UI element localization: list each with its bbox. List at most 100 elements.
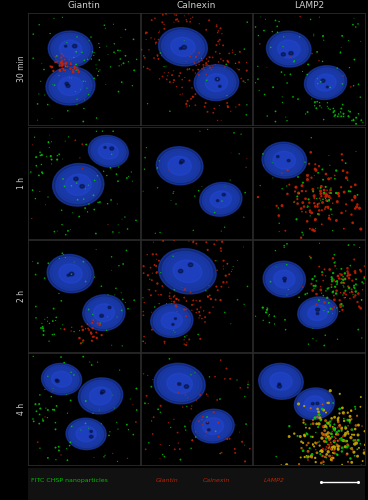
Point (62, 137, 68, 145)
Point (342, 442, 348, 450)
Point (303, 208, 309, 216)
Point (327, 418, 333, 426)
Point (357, 244, 362, 252)
Point (204, 390, 210, 398)
Point (58, 353, 64, 361)
Ellipse shape (171, 158, 188, 173)
Ellipse shape (162, 252, 213, 291)
Point (305, 474, 311, 482)
Point (353, 478, 358, 486)
Point (141, 165, 147, 173)
Ellipse shape (75, 182, 81, 188)
Point (327, 106, 333, 114)
Point (318, 459, 324, 467)
Point (181, 306, 187, 314)
Point (56, 442, 62, 450)
Point (156, 28, 162, 36)
Point (337, 422, 343, 430)
Point (343, 287, 348, 295)
Text: Giantin: Giantin (156, 478, 178, 483)
Point (325, 429, 331, 437)
Point (347, 288, 353, 296)
Point (312, 414, 318, 422)
Point (355, 431, 361, 439)
Point (327, 216, 333, 224)
Ellipse shape (56, 380, 59, 382)
Point (215, 116, 220, 124)
Point (68, 56, 74, 64)
Ellipse shape (177, 263, 198, 280)
Point (319, 198, 325, 206)
Point (97, 198, 103, 206)
Point (342, 274, 348, 282)
Ellipse shape (69, 177, 88, 193)
Point (141, 298, 147, 306)
Point (81, 56, 87, 64)
Point (210, 62, 216, 70)
Point (291, 198, 297, 206)
Point (307, 424, 312, 432)
Point (192, 368, 198, 376)
Point (326, 192, 332, 200)
Ellipse shape (177, 42, 189, 51)
Point (47, 131, 53, 139)
Point (96, 406, 102, 414)
Point (213, 48, 219, 56)
Point (316, 98, 322, 106)
Point (313, 446, 319, 454)
Point (353, 422, 359, 430)
Point (327, 422, 333, 430)
Point (125, 172, 131, 180)
Point (198, 303, 204, 311)
Point (341, 414, 347, 422)
Point (366, 272, 368, 280)
Point (297, 432, 303, 440)
Point (167, 289, 173, 297)
Point (96, 40, 102, 48)
Point (312, 102, 318, 110)
Point (314, 420, 320, 428)
Point (127, 395, 133, 403)
Point (77, 154, 83, 162)
Point (167, 294, 173, 302)
Ellipse shape (57, 375, 67, 383)
Point (185, 66, 191, 74)
Point (197, 297, 203, 305)
Text: 4 h: 4 h (17, 403, 26, 415)
Point (158, 350, 164, 358)
Ellipse shape (69, 272, 74, 276)
Ellipse shape (66, 418, 106, 450)
Point (315, 405, 321, 413)
Point (52, 81, 57, 89)
Ellipse shape (200, 416, 226, 436)
Point (366, 276, 368, 283)
Point (50, 387, 56, 395)
Point (347, 271, 353, 279)
Ellipse shape (304, 396, 324, 411)
Point (164, 76, 170, 84)
Point (105, 220, 111, 228)
Point (214, 396, 220, 404)
Point (354, 446, 360, 454)
Point (152, 303, 158, 311)
Point (318, 187, 323, 195)
Point (61, 326, 67, 334)
Point (315, 80, 321, 88)
Point (60, 52, 66, 60)
Point (311, 194, 317, 202)
Point (184, 18, 190, 25)
Point (366, 438, 368, 446)
Ellipse shape (161, 312, 183, 329)
Point (311, 284, 317, 292)
Point (70, 209, 75, 217)
Ellipse shape (159, 28, 208, 66)
Point (352, 425, 358, 433)
Point (324, 419, 330, 427)
Ellipse shape (216, 195, 226, 203)
Ellipse shape (68, 271, 73, 276)
Point (351, 56, 357, 64)
Point (305, 456, 311, 464)
Point (140, 308, 146, 316)
Text: Calnexin: Calnexin (203, 478, 230, 483)
Point (329, 416, 335, 424)
